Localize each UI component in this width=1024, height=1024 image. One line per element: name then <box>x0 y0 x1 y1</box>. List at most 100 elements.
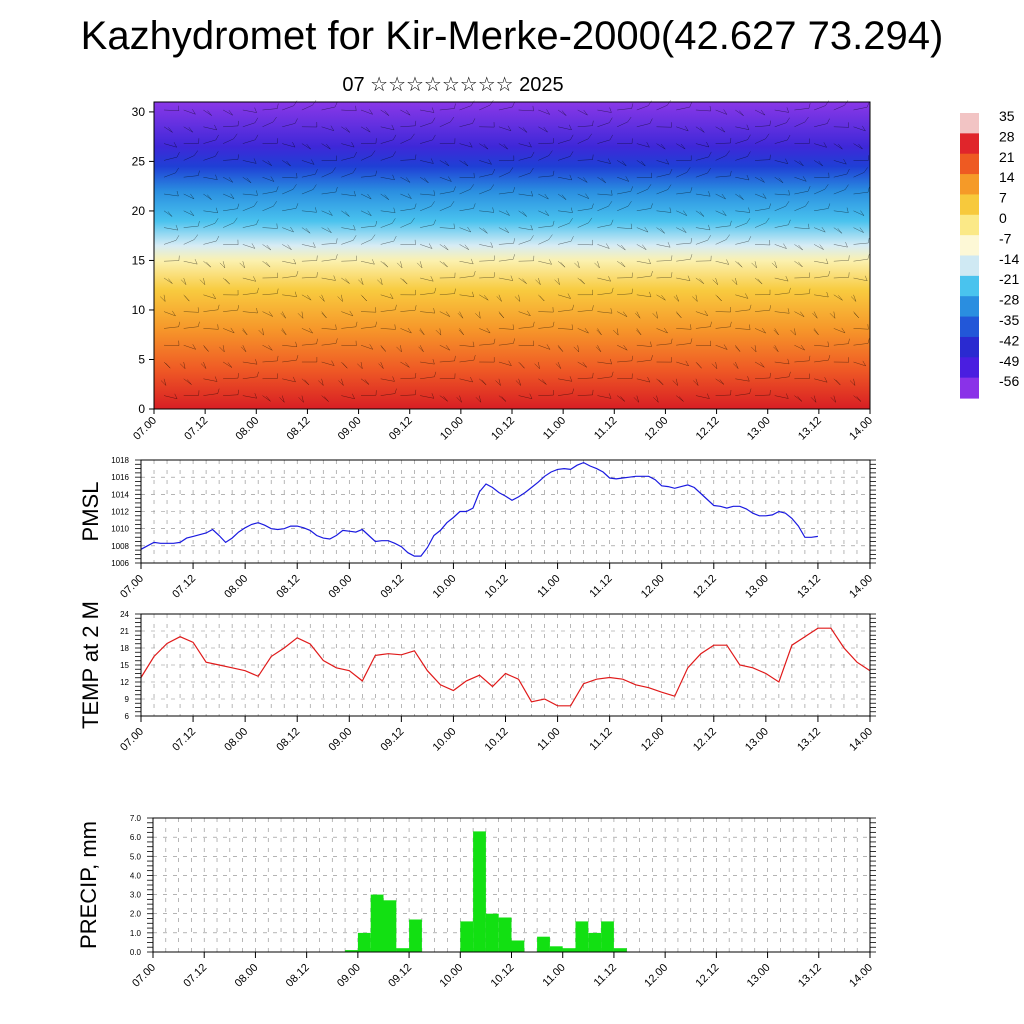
section-xtick-label: 10.00 <box>438 415 466 443</box>
colorbar-swatch <box>960 174 979 196</box>
section-ytick-label: 0 <box>138 402 145 416</box>
precipitation-xtick-label: 10.12 <box>489 962 517 990</box>
pmsl-ylabel: PMSL <box>78 482 103 542</box>
temperature-ytick-label: 21 <box>120 627 129 636</box>
temperature-xtick-label: 11.12 <box>587 726 614 753</box>
section-ytick-label: 15 <box>132 253 146 267</box>
section-ytick-label: 20 <box>132 204 146 218</box>
temperature-xtick-label: 14.00 <box>847 726 875 754</box>
colorbar-label: -21 <box>999 271 1019 287</box>
pmsl-ytick-label: 1016 <box>111 473 129 482</box>
section-xtick-label: 11.12 <box>592 415 619 442</box>
temperature-xtick-label: 12.12 <box>691 726 719 754</box>
precip-bar <box>485 913 499 952</box>
precip-bar <box>537 936 550 952</box>
precip-bar <box>473 831 486 952</box>
precipitation-xtick-label: 12.12 <box>694 962 722 990</box>
page-title: Kazhydromet for Kir-Merke-2000(42.627 73… <box>80 14 944 58</box>
temperature-line <box>140 627 871 707</box>
section-ytick-label: 25 <box>132 154 146 168</box>
section-xtick-label: 12.12 <box>694 415 722 443</box>
section-xtick-label: 07.00 <box>131 415 159 443</box>
colorbar-label: 7 <box>999 190 1007 206</box>
precip-bar <box>549 946 563 952</box>
precip-bar <box>370 894 384 952</box>
pmsl-xtick-label: 13.12 <box>795 573 823 601</box>
precip-bar <box>498 917 512 952</box>
pmsl-xtick-label: 07.12 <box>170 573 198 601</box>
section-xtick-label: 10.12 <box>489 415 517 443</box>
precipitation-xtick-label: 12.00 <box>642 962 670 990</box>
precipitation-xtick-label: 07.12 <box>181 962 209 990</box>
pmsl-line <box>140 461 818 557</box>
temperature-ytick-label: 18 <box>120 644 129 653</box>
pmsl-xtick-label: 08.12 <box>274 573 302 601</box>
section-xtick-label: 13.00 <box>745 415 773 443</box>
pmsl-xtick-label: 07.00 <box>118 573 146 601</box>
temperature-xtick-label: 07.00 <box>118 726 146 754</box>
colorbar-swatch <box>960 336 979 358</box>
colorbar-swatch <box>960 296 979 318</box>
temperature-ytick-label: 24 <box>120 610 129 619</box>
temperature-xtick-label: 08.12 <box>274 726 302 754</box>
colorbar-swatch <box>960 194 979 216</box>
pmsl-xtick-label: 08.00 <box>222 573 250 601</box>
colorbar-label: -28 <box>999 292 1019 308</box>
temperature-xtick-label: 11.00 <box>535 726 562 753</box>
precipitation-xtick-label: 13.00 <box>745 962 773 990</box>
colorbar-swatch <box>960 316 979 338</box>
section-xtick-label: 07.12 <box>182 415 210 443</box>
section-xtick-label: 08.12 <box>285 415 313 443</box>
pmsl-ytick-label: 1008 <box>111 542 129 551</box>
precipitation-ytick-label: 1.0 <box>130 929 142 938</box>
precipitation-xtick-label: 14.00 <box>847 962 875 990</box>
colorbar-label: -42 <box>999 332 1019 348</box>
colorbar-swatch <box>960 275 979 297</box>
temperature-xtick-label: 08.00 <box>222 726 250 754</box>
precipitation-xtick-label: 09.00 <box>335 962 363 990</box>
pmsl-ytick-label: 1010 <box>111 525 129 534</box>
section-xtick-label: 14.00 <box>847 415 875 443</box>
precipitation-xtick-label: 11.00 <box>540 962 567 989</box>
wind-barb-path <box>160 100 870 403</box>
pmsl-xtick-label: 10.12 <box>483 573 511 601</box>
colorbar-label: -56 <box>999 373 1019 389</box>
pmsl-ytick-label: 1006 <box>111 559 129 568</box>
section-ytick-label: 30 <box>132 105 146 119</box>
colorbar-label: 0 <box>999 210 1007 226</box>
temperature-xtick-label: 07.12 <box>170 726 198 754</box>
section-ytick-label: 5 <box>138 352 145 366</box>
colorbar-swatch <box>960 357 979 379</box>
section-field <box>154 102 870 409</box>
section-xtick-label: 12.00 <box>643 415 671 443</box>
precipitation-xtick-label: 09.12 <box>386 962 414 990</box>
colorbar-swatch <box>960 377 979 399</box>
precip-bar <box>345 950 358 952</box>
section-xtick-label: 09.12 <box>387 415 415 443</box>
precip-bar <box>613 948 627 952</box>
temperature-xtick-label: 09.12 <box>379 726 407 754</box>
precipitation-ytick-label: 5.0 <box>130 852 142 861</box>
precip-bar <box>601 921 614 952</box>
section-xtick-label: 11.00 <box>541 415 568 442</box>
pmsl-xtick-label: 09.12 <box>379 573 407 601</box>
precipitation-ytick-label: 3.0 <box>130 891 142 900</box>
colorbar-swatch <box>960 214 979 236</box>
precipitation-xtick-label: 08.00 <box>233 962 261 990</box>
pmsl-xtick-label: 14.00 <box>847 573 875 601</box>
wind-barbs <box>160 100 870 403</box>
pmsl-ytick-label: 1012 <box>111 508 129 517</box>
temperature-xtick-label: 10.00 <box>431 726 459 754</box>
precip-bar <box>409 919 422 952</box>
pmsl-xtick-label: 09.00 <box>326 573 354 601</box>
temperature-xtick-label: 13.12 <box>795 726 823 754</box>
temperature-ylabel: TEMP at 2 M <box>78 601 103 729</box>
precipitation-ytick-label: 7.0 <box>130 814 142 823</box>
temperature-grid <box>141 614 870 716</box>
colorbar-swatch <box>960 133 979 155</box>
pmsl-xtick-label: 11.00 <box>535 573 562 600</box>
temperature-xtick-label: 09.00 <box>326 726 354 754</box>
colorbar-swatch <box>960 113 979 134</box>
pmsl-xtick-label: 10.00 <box>431 573 459 601</box>
